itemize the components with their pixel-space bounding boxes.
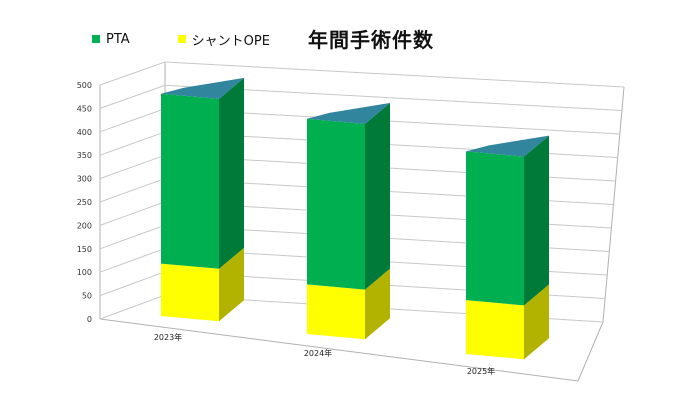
bar-top	[161, 77, 244, 99]
bar-segment-front	[466, 300, 524, 360]
y-tick-label: 350	[77, 151, 92, 160]
y-tick-label: 400	[77, 128, 92, 137]
legend: PTA シャントOPE	[92, 28, 318, 50]
y-tick-label: 200	[77, 221, 92, 230]
bar-segment-front	[466, 151, 524, 306]
bar-segment-side	[219, 77, 244, 269]
floor-edge	[99, 318, 604, 382]
bar-top	[466, 135, 549, 157]
y-tick-label: 0	[87, 315, 92, 324]
x-tick-label: 2023年	[154, 332, 182, 342]
bar-segment-front	[161, 263, 219, 322]
y-tick-label: 150	[77, 245, 92, 254]
legend-swatch-pta	[92, 35, 100, 43]
bar-segment-front	[307, 284, 365, 340]
gridline	[99, 61, 625, 88]
y-tick-label: 300	[77, 175, 92, 184]
chart-title: 年間手術件数	[308, 28, 434, 52]
y-tick-label: 250	[77, 198, 92, 207]
bar-segment-front	[161, 93, 219, 269]
bar-segment-side	[219, 247, 244, 322]
y-tick-label: 450	[77, 104, 92, 113]
y-tick-label: 100	[77, 268, 92, 277]
x-tick-label: 2025年	[467, 366, 495, 376]
legend-label-pta: PTA	[106, 31, 130, 47]
bar-segment-side	[365, 102, 390, 290]
y-tick-label: 500	[77, 81, 92, 90]
legend-item-pta: PTA	[92, 32, 130, 47]
bar-segment-side	[524, 284, 549, 360]
legend-swatch-shunt-ope	[177, 35, 186, 43]
legend-label-shunt-ope: シャントOPE	[191, 33, 270, 49]
gridline	[99, 84, 622, 111]
y-tick-label: 50	[82, 292, 92, 301]
bar-segment-side	[524, 135, 549, 306]
bar-segment-front	[307, 118, 365, 290]
x-tick-label: 2024年	[304, 348, 332, 358]
legend-item-shunt-ope: シャントOPE	[177, 30, 270, 49]
bar-top	[307, 102, 390, 124]
bar-segment-side	[365, 268, 390, 340]
